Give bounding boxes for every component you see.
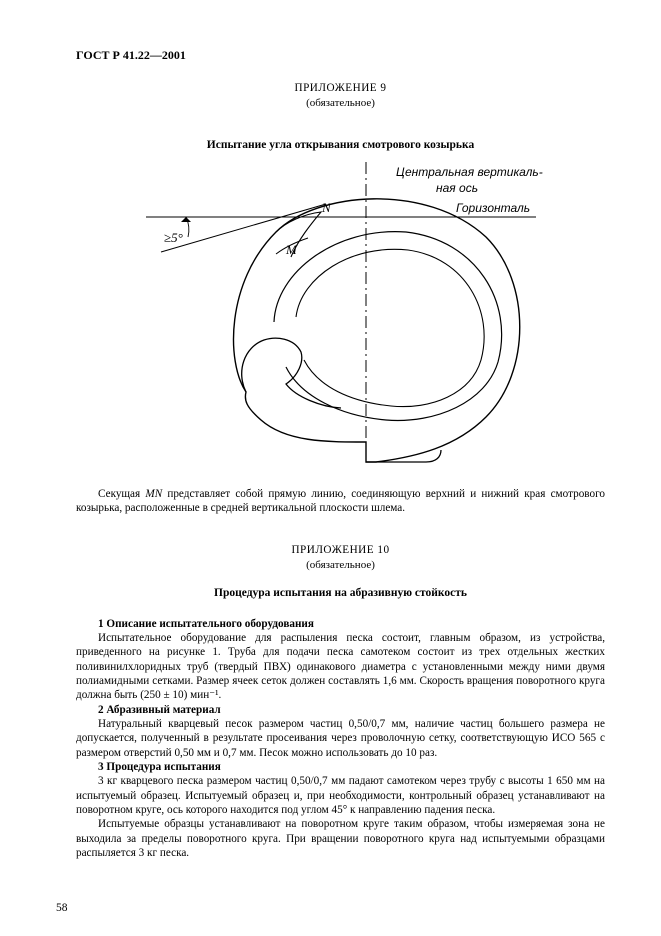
caption-prefix: Секущая bbox=[98, 488, 145, 500]
caption-var: MN bbox=[145, 488, 162, 500]
sec3-head: 3 Процедура испытания bbox=[76, 760, 605, 774]
appendix10-label: ПРИЛОЖЕНИЕ 10 bbox=[76, 543, 605, 557]
document-id: ГОСТ Р 41.22—2001 bbox=[76, 48, 605, 63]
appendix9-mandatory: (обязательное) bbox=[76, 96, 605, 110]
helmet-diagram: Центральная вертикаль- ная ось Горизонта… bbox=[76, 162, 605, 476]
diagram-label-horizontal: Горизонталь bbox=[456, 201, 530, 215]
sec2-head: 2 Абразивный материал bbox=[76, 703, 605, 717]
sec2-p1: Натуральный кварцевый песок размером час… bbox=[76, 717, 605, 760]
sec3-p2: Испытуемые образцы устанавливают на пово… bbox=[76, 817, 605, 860]
appendix9-caption: Секущая MN представляет собой прямую лин… bbox=[76, 487, 605, 516]
appendix9-label: ПРИЛОЖЕНИЕ 9 bbox=[76, 81, 605, 95]
sec3-p1: 3 кг кварцевого песка размером частиц 0,… bbox=[76, 774, 605, 817]
point-m: M bbox=[285, 242, 298, 257]
helmet-svg: Центральная вертикаль- ная ось Горизонта… bbox=[126, 162, 556, 472]
diagram-label-axis2: ная ось bbox=[436, 181, 478, 195]
angle-label: ≥5° bbox=[164, 230, 183, 245]
appendix10-mandatory: (обязательное) bbox=[76, 558, 605, 572]
page-number: 58 bbox=[56, 901, 68, 916]
sec1-head: 1 Описание испытательного оборудования bbox=[76, 617, 605, 631]
diagram-label-axis1: Центральная вертикаль- bbox=[396, 165, 543, 179]
appendix10-title: Процедура испытания на абразивную стойко… bbox=[76, 586, 605, 601]
sec1-p1: Испытательное оборудование для распылени… bbox=[76, 631, 605, 703]
page: ГОСТ Р 41.22—2001 ПРИЛОЖЕНИЕ 9 (обязател… bbox=[0, 0, 661, 936]
appendix9-title: Испытание угла открывания смотрового коз… bbox=[76, 138, 605, 153]
point-n: N bbox=[321, 200, 332, 215]
